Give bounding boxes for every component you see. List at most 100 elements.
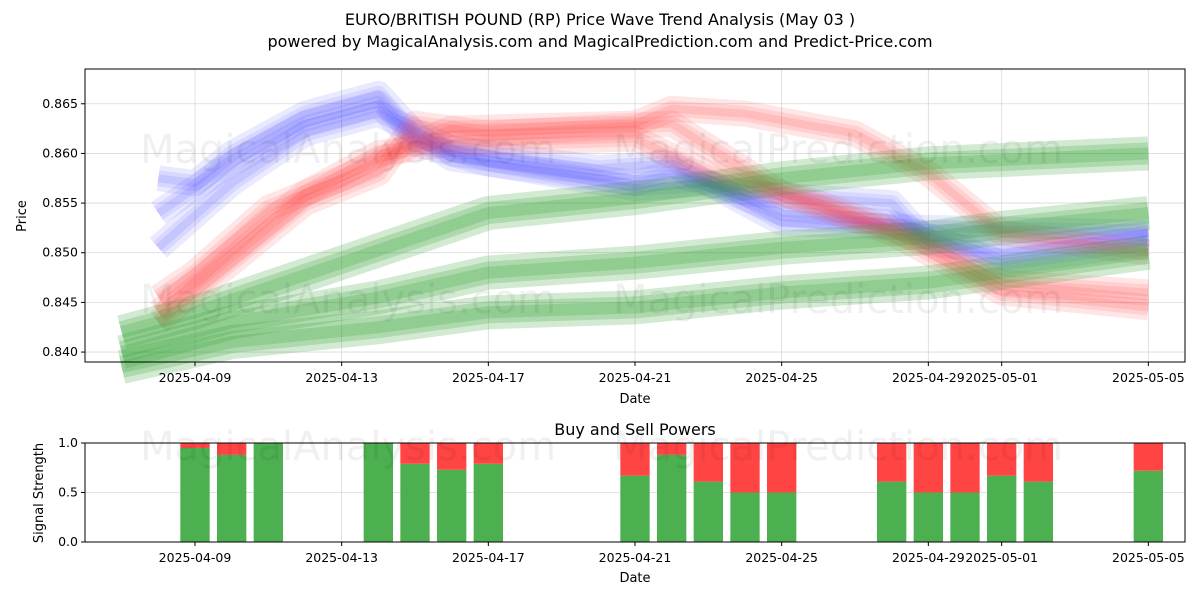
buy-bar [363,443,393,542]
buy-bar [730,492,760,542]
green-wave-band [117,235,1151,384]
sell-bar [620,443,650,476]
green-wave-stroke [117,136,1150,349]
green-wave-stroke [118,142,1149,343]
blue-wave-stroke [149,100,1149,258]
sell-bar [767,443,797,493]
buy-bar [913,492,943,542]
price-y-tick-label: 0.840 [42,344,78,359]
watermark-prediction-bottom: MagicalPrediction.com [613,424,1063,470]
green-wave-stroke [117,235,1151,384]
price-panel: MagicalAnalysis.com MagicalPrediction.co… [15,68,1186,407]
buy-bar [620,475,650,542]
signal-x-tick-label: 2025-04-13 [305,550,378,565]
sell-bar [913,443,943,493]
price-x-label: Date [619,392,650,407]
blue-wave-band [149,100,1149,258]
blue-wave-stroke [156,80,1151,266]
green-wave-stroke [120,246,1150,373]
buy-bar [253,443,283,542]
red-wave-stroke [155,119,1149,326]
blue-wave-stroke [157,85,1150,261]
signal-title: Buy and Sell Powers [554,420,716,439]
signal-y-tick-label: 1.0 [58,435,78,450]
watermark-analysis-bottom: MagicalAnalysis.com [140,424,556,470]
buy-bar [1023,481,1053,542]
green-wave-stroke [118,202,1150,363]
buy-bar [950,492,980,542]
green-wave-stroke [120,207,1149,358]
watermark-analysis-mid: MagicalAnalysis.com [140,277,556,323]
blue-wave-band [151,90,1151,276]
signal-x-tick-label: 2025-04-21 [599,550,672,565]
red-wave-stroke [153,130,1149,319]
signal-x-ticks: 2025-04-09 2025-04-13 2025-04-17 2025-04-21… [159,542,1185,565]
sell-bar [877,443,907,482]
signal-x-tick-label: 2025-04-17 [452,550,525,565]
signal-y-tick-label: 0.0 [58,534,78,549]
price-y-tick-label: 0.855 [42,195,78,210]
price-grid [85,69,1185,362]
sell-bar [217,443,247,455]
blue-wave-band [156,80,1151,266]
price-x-tick-label: 2025-04-21 [599,370,672,385]
signal-x-tick-label: 2025-04-25 [745,550,818,565]
red-wave-stroke [151,95,1151,309]
sell-bar [657,443,687,455]
sell-bar [1133,443,1163,471]
price-x-tick-label: 2025-04-09 [159,370,232,385]
price-y-label: Price [15,200,30,232]
chart-subtitle: powered by MagicalAnalysis.com and Magic… [267,32,932,51]
buy-bar [1133,470,1163,542]
red-wave-band [150,110,1150,333]
blue-wave-stroke [151,90,1151,276]
red-wave-stroke [153,115,1150,329]
signal-y-tick-label: 0.5 [58,485,78,500]
red-wave-stroke [156,104,1149,301]
buy-bar [877,481,907,542]
signal-x-tick-label: 2025-05-01 [965,550,1038,565]
price-y-tick-label: 0.865 [42,96,78,111]
sell-bar [473,443,503,464]
sell-bar [400,443,430,464]
buy-bar [693,481,723,542]
buy-bar [217,454,247,542]
sell-bar [950,443,980,493]
signal-x-label: Date [619,571,650,586]
signal-x-tick-label: 2025-04-29 [892,550,965,565]
watermark-prediction-mid: MagicalPrediction.com [613,277,1063,323]
green-wave-stroke [117,196,1151,369]
signal-bars [180,443,1163,542]
sell-bar [693,443,723,482]
signal-panel: Buy and Sell Powers MagicalAnalysis.com … [32,420,1186,586]
blue-wave-stroke [156,99,1149,267]
buy-bar [180,447,210,542]
buy-bar [987,475,1017,542]
buy-bar [437,469,467,542]
sell-bar [1023,443,1053,482]
price-y-ticks: 0.840 0.845 0.850 0.855 0.860 0.865 [42,96,85,359]
price-x-ticks: 2025-04-09 2025-04-13 2025-04-17 2025-04-21… [159,362,1185,385]
signal-y-label: Signal Strength [32,443,47,543]
green-wave-band [117,136,1150,349]
watermark-prediction-top: MagicalPrediction.com [613,127,1063,173]
signal-x-tick-label: 2025-05-05 [1112,550,1185,565]
price-bands [117,80,1151,384]
signal-x-tick-label: 2025-04-09 [159,550,232,565]
red-wave-stroke [150,110,1150,333]
price-x-tick-label: 2025-05-01 [965,370,1038,385]
green-wave-band [117,196,1151,369]
price-x-tick-label: 2025-04-29 [892,370,965,385]
sell-bar [730,443,760,493]
buy-bar [400,463,430,542]
price-x-tick-label: 2025-05-05 [1112,370,1185,385]
green-wave-stroke [119,241,1150,378]
buy-bar [767,492,797,542]
chart-title: EURO/BRITISH POUND (RP) Price Wave Trend… [345,10,855,29]
red-wave-band [151,95,1151,309]
green-wave-stroke [120,147,1149,338]
price-x-tick-label: 2025-04-17 [452,370,525,385]
sell-bar [437,443,467,470]
price-x-tick-label: 2025-04-13 [305,370,378,385]
